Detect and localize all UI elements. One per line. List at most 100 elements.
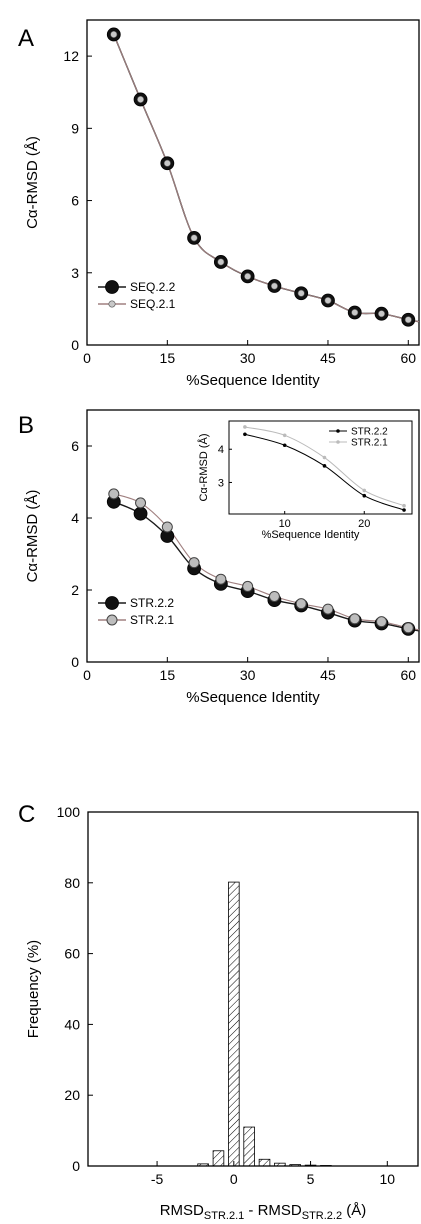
panel-a-series-line — [113, 34, 420, 323]
panel-a-y-tick-label: 0 — [71, 337, 79, 353]
panel-c-y-tick-label: 20 — [64, 1087, 80, 1103]
panel-a-x-tick-label: 0 — [83, 350, 91, 366]
panel-a-s2-point — [137, 95, 145, 103]
panel-a-s2-point — [110, 30, 118, 38]
panel-b-s2-point — [295, 598, 307, 610]
panel-c-y-tick-label: 100 — [57, 804, 81, 820]
inset-point — [322, 455, 327, 460]
panel-b-x-tick-label: 60 — [401, 667, 417, 683]
panel-b-y-axis-label: Cα-RMSD (Å) — [24, 490, 41, 583]
panel-a-legend-label: SEQ.2.2 — [130, 280, 176, 294]
panel-a-x-tick-label: 30 — [240, 350, 256, 366]
panel-c-bar — [212, 1150, 225, 1167]
panel-a-legend-label: SEQ.2.1 — [130, 297, 176, 311]
panel-b-s2-point — [268, 590, 280, 602]
panel-b-y-tick-label: 2 — [71, 582, 79, 598]
panel-a-x-tick-label: 15 — [160, 350, 176, 366]
panel-c-bar — [197, 1163, 209, 1167]
panel-c-x-tick-label: 5 — [307, 1171, 315, 1187]
panel-a-s2-point — [378, 310, 386, 318]
panel-b-s2-point — [135, 497, 147, 509]
panel-b-inset-chart: 10 20 3 4 %Sequence Identity Cα-RMSD (Å) STR.2… — [197, 420, 413, 541]
panel-b-s2-point — [242, 580, 254, 592]
inset-y-axis-label: Cα-RMSD (Å) — [197, 433, 210, 501]
panel-b-x-axis-label: %Sequence Identity — [186, 689, 320, 706]
panel-c-bar — [228, 881, 240, 1167]
panel-b-legend-point — [105, 596, 119, 610]
panel-letter-b: B — [18, 412, 34, 439]
inset-legend-marker — [336, 429, 340, 433]
panel-a-plot-frame — [86, 19, 420, 346]
inset-legend-label: STR.2.1 — [351, 438, 388, 449]
panel-a-x-axis-label: %Sequence Identity — [186, 372, 320, 389]
inset-point — [282, 433, 287, 438]
panel-a-x-tick-label: 45 — [320, 350, 336, 366]
panel-b-s2-point — [188, 557, 200, 569]
inset-y-tick-label: 4 — [218, 444, 224, 456]
panel-a-s2-point — [244, 272, 252, 280]
inset-point — [362, 488, 367, 493]
panel-b-s2-point — [161, 521, 173, 533]
panel-c-y-tick-label: 80 — [64, 875, 80, 891]
panel-c-bar — [243, 1126, 255, 1167]
panel-a-legend-point — [108, 300, 116, 308]
panel-letter-c: C — [18, 801, 35, 828]
panel-a-s2-point — [324, 296, 332, 304]
panel-c-x-tick-label: -5 — [151, 1171, 164, 1187]
panel-b-s2-point — [349, 613, 361, 625]
panel-a-x-tick-label: 60 — [401, 350, 417, 366]
panel-b-s2-point — [322, 603, 334, 615]
panel-b-s2-point — [108, 488, 120, 500]
inset-point — [322, 464, 327, 468]
panel-b-plot-frame — [86, 409, 420, 663]
panel-b-x-tick-label: 0 — [83, 667, 91, 683]
panel-b-legend-point — [106, 614, 118, 626]
panel-b-series-line — [113, 501, 420, 632]
panel-b-legend-label: STR.2.1 — [130, 613, 174, 627]
panel-c-bar — [320, 1165, 332, 1167]
panel-b-y-tick-label: 6 — [71, 438, 79, 454]
panel-c-x-axis-label: RMSDSTR.2.1 - RMSDSTR.2.2 (Å) — [160, 1202, 367, 1222]
panel-c-x-tick-label: 10 — [380, 1171, 396, 1187]
panel-b-legend-label: STR.2.2 — [130, 596, 174, 610]
panel-a-s2-point — [404, 316, 412, 324]
panel-a-legend-point — [105, 280, 119, 294]
inset-point — [362, 493, 367, 498]
panel-c-bar — [289, 1164, 301, 1167]
panel-c-y-tick-label: 60 — [64, 946, 80, 962]
inset-point — [402, 503, 406, 508]
panel-a-s2-point — [297, 289, 305, 297]
inset-x-axis-label: %Sequence Identity — [262, 529, 360, 541]
inset-point — [402, 508, 406, 512]
panel-b-s2-point — [376, 616, 388, 628]
panel-a-y-axis-label: Cα-RMSD (Å) — [24, 136, 41, 229]
panel-a-y-tick-label: 9 — [71, 120, 79, 136]
panel-a-s2-point — [163, 159, 171, 167]
inset-point — [243, 432, 247, 437]
panel-a-y-tick-label: 12 — [63, 48, 79, 64]
panel-c-bar — [304, 1164, 317, 1167]
inset-y-tick-label: 3 — [218, 477, 224, 489]
panel-c-plot-frame — [87, 811, 419, 1167]
inset-legend-label: STR.2.2 — [351, 427, 388, 438]
panel-a-y-tick-label: 3 — [71, 265, 79, 281]
inset-point — [282, 443, 287, 448]
panel-b-x-tick-label: 45 — [320, 667, 336, 683]
panel-b-x-tick-label: 15 — [160, 667, 176, 683]
panel-c-bar — [274, 1162, 286, 1167]
panel-b-s2-point — [215, 573, 227, 585]
panel-a-s2-point — [270, 282, 278, 290]
panel-letter-a: A — [18, 25, 34, 52]
panel-a-s2-point — [217, 258, 225, 266]
inset-point — [243, 425, 247, 429]
panel-a-series-line — [113, 34, 420, 323]
panel-c-y-tick-label: 40 — [64, 1016, 80, 1032]
panel-c-x-tick-label: 0 — [230, 1171, 238, 1187]
panel-b-x-tick-label: 30 — [240, 667, 256, 683]
panel-c-y-tick-label: 0 — [72, 1158, 80, 1174]
panel-b-line-chart: 0 15 30 45 60 0 2 4 6 %Sequence Identity Cα-RMSD (… — [24, 409, 420, 706]
panel-b-s1-point — [133, 506, 148, 521]
panel-a-s2-point — [190, 234, 198, 242]
